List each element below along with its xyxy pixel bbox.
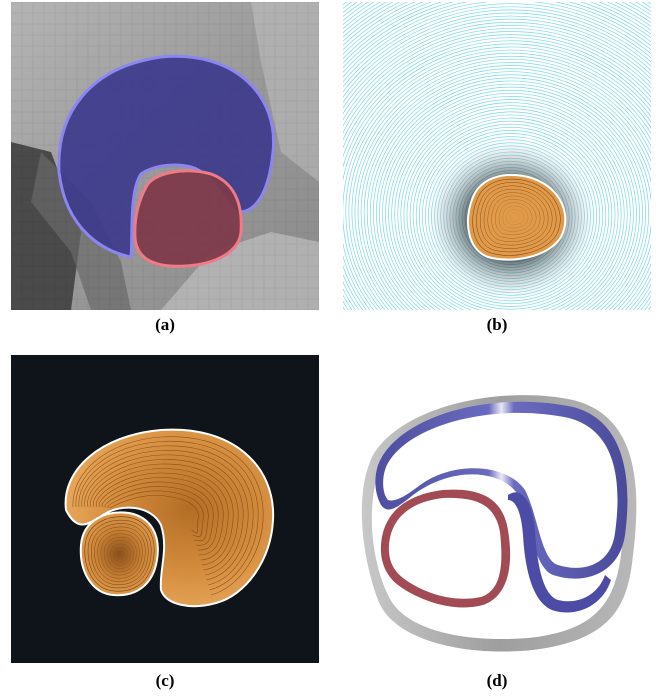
crescent-contour-line [93, 468, 229, 561]
contour-ring [343, 18, 651, 109]
crescent-contour-line [87, 459, 239, 571]
crescent-contour-line [104, 486, 209, 542]
blob-contour-line [100, 533, 140, 576]
orange-core-shape [467, 173, 567, 261]
contour-ring [363, 71, 651, 310]
panel-a-segmentation-overlay [11, 2, 319, 310]
crescent-contour-line [98, 477, 219, 551]
crescent-contour-line [84, 454, 244, 576]
blob-contour-line [91, 523, 149, 585]
crescent-contour-line [72, 436, 264, 596]
panel-b-distance-field [343, 2, 651, 310]
contour-ring [343, 12, 651, 98]
contour-ring [348, 55, 651, 310]
contour-ring [406, 114, 616, 310]
blob-contour-line [113, 547, 128, 563]
contour-ring [403, 111, 619, 310]
contour-ring [397, 105, 625, 310]
contour-ring [343, 25, 651, 310]
contour-ring [343, 3, 651, 83]
contour-ring [360, 68, 651, 310]
contour-ring [343, 37, 651, 310]
orange-core [467, 173, 567, 261]
contour-ring [372, 80, 650, 310]
inner-segmentation-region [133, 169, 243, 268]
blob-contour-line [110, 543, 131, 566]
blue-ribbon [375, 401, 628, 579]
contour-ring [343, 31, 651, 310]
contour-ring [391, 99, 631, 310]
blob-contour-line [84, 516, 155, 592]
crescent-contour-line [78, 445, 254, 586]
contour-ring [366, 74, 651, 310]
caption-c: (c) [155, 671, 175, 690]
contour-ring [354, 62, 651, 310]
contour-ring [394, 102, 628, 310]
contour-ring [388, 96, 634, 310]
blue-lower-strand [508, 492, 611, 613]
contour-ring [343, 28, 651, 310]
contour-ring [343, 34, 651, 310]
crescent-contour-line [90, 463, 234, 566]
contour-ring [343, 49, 651, 310]
blob-contour-line [104, 537, 137, 572]
contour-ring [343, 40, 651, 310]
contour-ring [343, 9, 651, 93]
crescent-contour-line [101, 481, 214, 546]
crescent-contour-line [81, 450, 249, 581]
contour-ring [385, 92, 637, 310]
red-inner-ribbon [380, 489, 511, 608]
contour-ring [379, 86, 643, 310]
caption-b: (b) [486, 315, 508, 334]
small-blob-shape [79, 511, 159, 597]
contour-ring [343, 21, 651, 310]
contour-ring [343, 46, 651, 310]
contour-ring [400, 108, 622, 310]
crescent-contour-line [110, 495, 199, 534]
contour-ring [343, 15, 651, 104]
crescent-contour-lines [72, 436, 264, 596]
gray-outer-ribbon [361, 395, 637, 652]
contour-ring [382, 89, 640, 310]
blob-contour-line [94, 526, 146, 582]
blob-contour-line [107, 540, 134, 569]
blob-contour-line [97, 530, 143, 579]
panel-d-ribbon-surfaces [343, 355, 651, 663]
crescent-contour-line [95, 472, 224, 556]
caption-d: (d) [486, 671, 508, 690]
blob-contour-lines [84, 516, 155, 592]
core-contour-line [480, 185, 553, 249]
contour-ring [412, 120, 610, 310]
contour-ring [409, 117, 613, 310]
contour-ring [376, 83, 646, 310]
contour-ring [351, 59, 651, 310]
core-contour-line [476, 182, 557, 253]
contour-ring [345, 52, 651, 310]
contour-ring [343, 6, 651, 88]
contour-ring [343, 43, 651, 310]
contour-ring [357, 65, 651, 310]
caption-a: (a) [155, 315, 175, 334]
blob-contour-line [87, 519, 152, 589]
crescent-contour-line [75, 441, 259, 591]
contour-ring [369, 77, 651, 310]
crescent-contour-line [107, 490, 204, 538]
panel-c-contour-shapes [11, 355, 319, 663]
contour-ring [415, 123, 607, 307]
